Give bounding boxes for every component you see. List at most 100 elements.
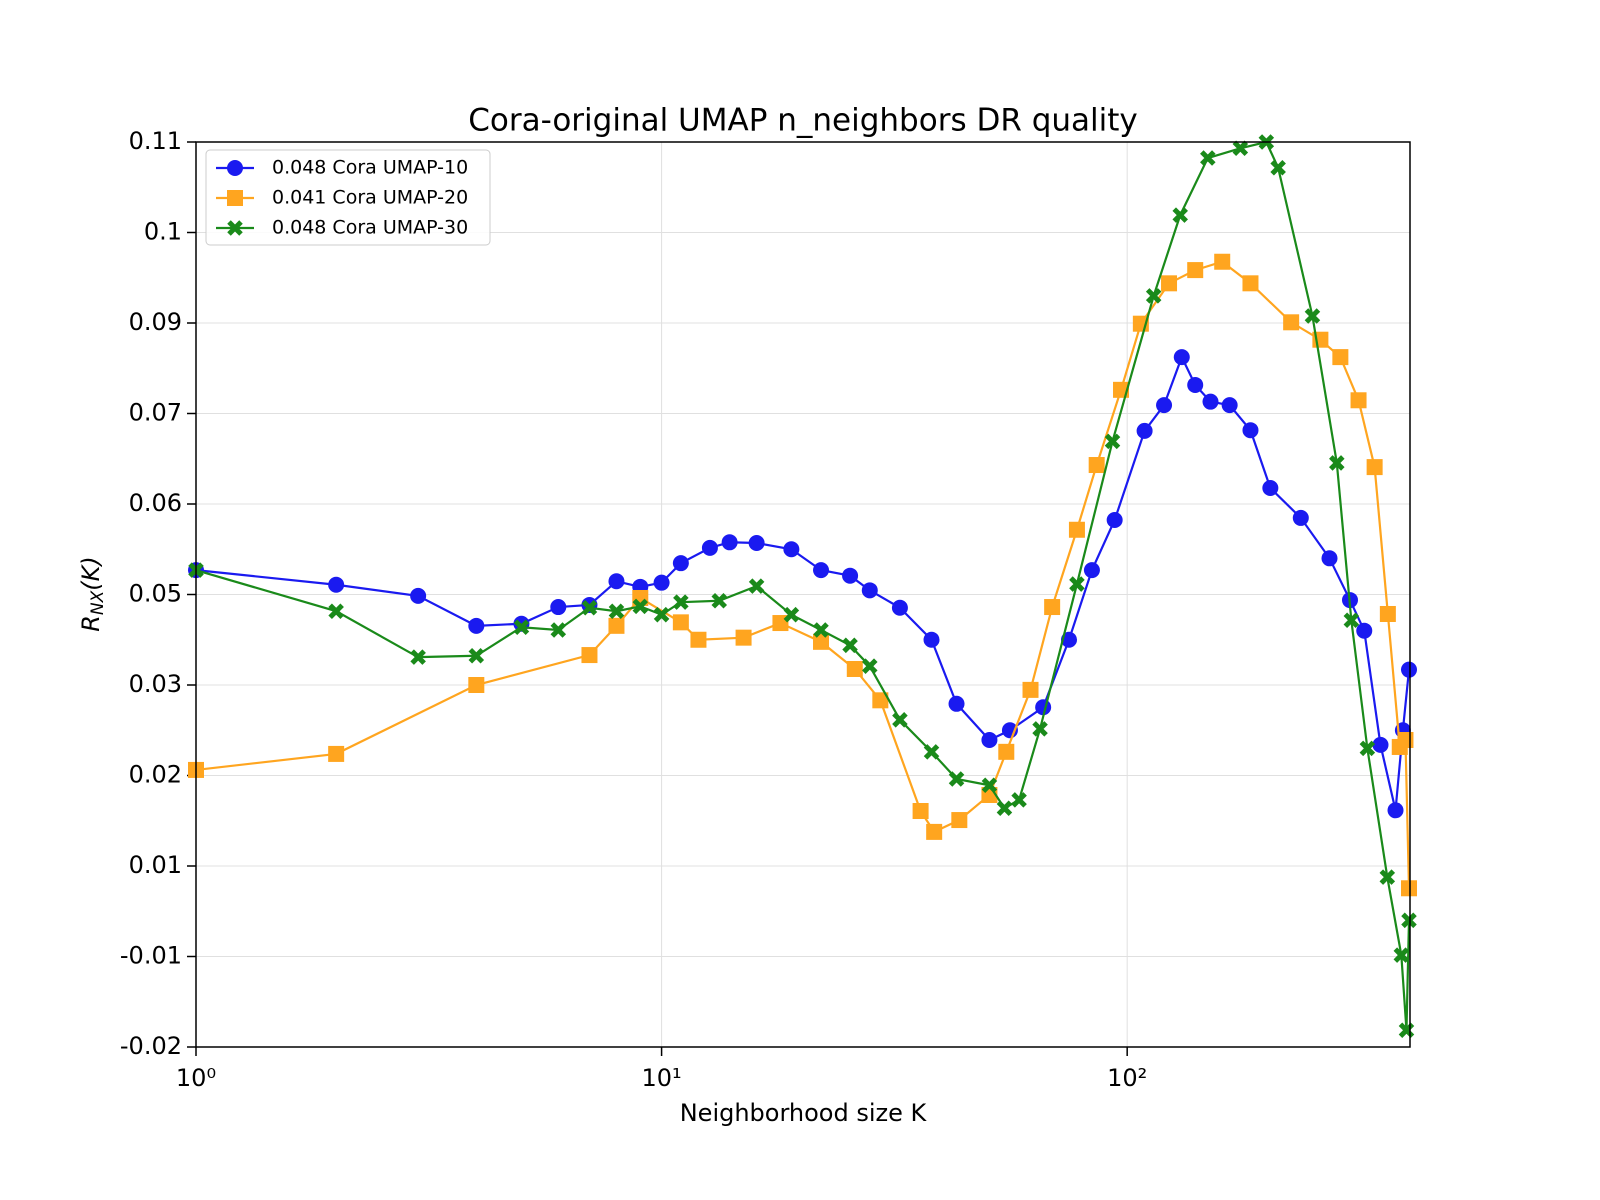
marker [653, 606, 670, 623]
marker [328, 745, 345, 762]
marker [1332, 349, 1349, 366]
y-tick-label: 0.07 [129, 399, 182, 427]
plot-frame [195, 141, 1411, 1048]
marker [1068, 521, 1085, 538]
marker [721, 534, 738, 551]
marker [926, 823, 943, 840]
marker [842, 637, 858, 654]
marker [1397, 731, 1414, 748]
legend-box [205, 149, 491, 246]
marker [328, 603, 344, 619]
marker [1172, 207, 1188, 223]
marker [1242, 275, 1259, 292]
marker [701, 539, 718, 556]
marker [862, 658, 878, 674]
marker [1329, 455, 1345, 471]
marker [1221, 397, 1238, 414]
marker [1262, 479, 1279, 496]
marker [550, 622, 567, 638]
marker [1214, 253, 1231, 270]
marker [328, 576, 345, 593]
x-tick-label: 10² [1107, 1064, 1147, 1092]
marker [1401, 912, 1417, 929]
marker [468, 677, 485, 693]
y-tick-label: 0.09 [129, 308, 182, 336]
y-label-arg: (K) [77, 556, 105, 590]
y-tick-label: 0.02 [129, 761, 182, 789]
marker [1136, 422, 1153, 439]
y-tick-label: 0.1 [144, 218, 182, 246]
marker [1161, 275, 1178, 292]
marker [1387, 802, 1404, 819]
marker [1372, 736, 1389, 753]
y-tick-label: 0.03 [129, 670, 182, 698]
marker [1350, 392, 1367, 409]
marker [1366, 459, 1383, 476]
marker [1061, 631, 1078, 648]
marker [1359, 740, 1376, 757]
marker [1283, 314, 1300, 331]
marker [1022, 681, 1039, 698]
y-tick-label: -0.01 [120, 942, 182, 970]
marker [1270, 159, 1286, 176]
marker [1292, 509, 1309, 526]
marker [1187, 376, 1204, 393]
marker [1106, 512, 1123, 529]
series-line [195, 260, 1411, 889]
marker [813, 622, 829, 638]
marker [227, 160, 243, 176]
marker [673, 594, 689, 610]
y-tick-label: 0.11 [129, 127, 182, 155]
chart-title: Cora-original UMAP n_neighbors DR qualit… [468, 103, 1138, 139]
marker [1044, 599, 1061, 616]
y-tick-label: 0.06 [129, 489, 182, 517]
marker [846, 660, 863, 677]
marker [550, 599, 567, 616]
marker [1145, 288, 1162, 304]
marker [1400, 661, 1417, 678]
marker [1321, 550, 1338, 567]
marker [981, 731, 998, 748]
marker [468, 647, 485, 664]
marker [948, 771, 965, 787]
marker [1400, 880, 1417, 897]
y-tick-label: 0.05 [129, 580, 182, 608]
marker [227, 190, 243, 206]
marker [1156, 397, 1173, 414]
marker [1379, 869, 1396, 885]
marker [1202, 393, 1219, 410]
marker [923, 744, 940, 760]
marker [1069, 576, 1085, 592]
marker [923, 631, 940, 648]
marker [468, 617, 485, 634]
x-tick-label: 10¹ [642, 1064, 682, 1092]
y-label-main: R [77, 615, 105, 632]
series-line [195, 354, 1411, 811]
marker [912, 803, 929, 820]
marker [1104, 433, 1121, 450]
marker [1083, 562, 1100, 579]
marker [672, 555, 689, 572]
marker [813, 562, 830, 579]
legend-label: 0.048 Cora UMAP-30 [272, 217, 468, 239]
marker [1393, 947, 1410, 963]
marker [1088, 457, 1105, 474]
series-line [195, 140, 1411, 1031]
marker [735, 629, 752, 646]
marker [513, 619, 530, 635]
marker [1232, 140, 1249, 157]
marker [608, 617, 625, 634]
legend-label: 0.048 Cora UMAP-10 [272, 157, 468, 179]
marker [861, 582, 878, 599]
marker [1379, 605, 1396, 622]
marker [1304, 308, 1321, 324]
marker [783, 541, 800, 558]
marker [842, 567, 859, 584]
marker [227, 220, 243, 236]
marker [653, 574, 670, 591]
marker [1343, 612, 1360, 629]
marker [1242, 422, 1259, 439]
y-tick-label: 0.01 [129, 851, 182, 879]
